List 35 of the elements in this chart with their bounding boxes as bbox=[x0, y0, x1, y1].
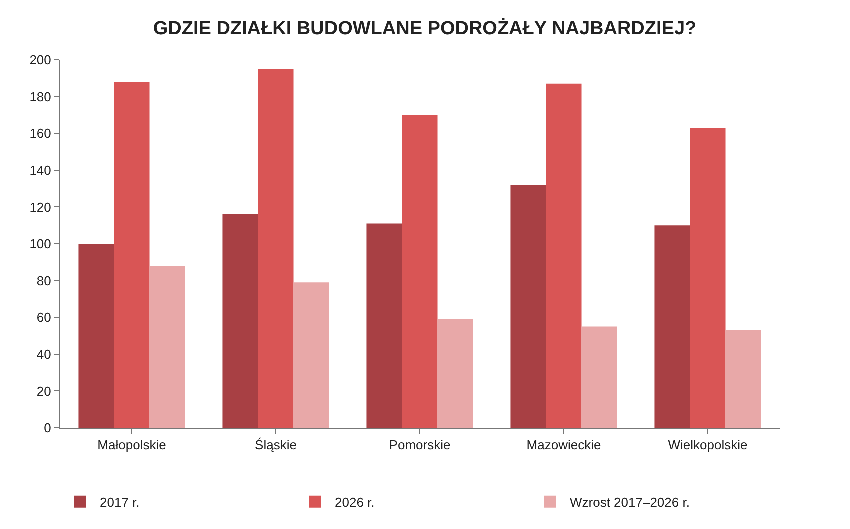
y-tick-label: 100 bbox=[30, 236, 52, 252]
chart-title: GDZIE DZIAŁKI BUDOWLANE PODROŻAŁY NAJBARDZIEJ? bbox=[153, 17, 697, 40]
x-tick-label: Mazowieckie bbox=[526, 438, 602, 453]
legend-label: 2017 r. bbox=[100, 494, 140, 510]
x-tick-label: Małopolskie bbox=[98, 438, 166, 453]
y-tick-label: 200 bbox=[30, 52, 52, 68]
legend-label: Wzrost 2017–2026 r. bbox=[570, 494, 690, 510]
bar bbox=[402, 115, 438, 428]
bar bbox=[726, 330, 762, 428]
legend-label: 2026 r. bbox=[335, 494, 375, 510]
x-tick-label: Pomorskie bbox=[389, 438, 451, 453]
bar bbox=[114, 82, 150, 428]
bar bbox=[690, 128, 726, 428]
bar bbox=[438, 319, 474, 428]
y-tick-label: 140 bbox=[30, 162, 52, 178]
bar bbox=[258, 69, 294, 428]
y-tick-label: 120 bbox=[30, 200, 52, 215]
y-tick-label: 80 bbox=[36, 273, 52, 288]
x-tick-label: Śląskie bbox=[255, 438, 297, 453]
bar bbox=[78, 244, 114, 428]
y-tick-label: 0 bbox=[44, 420, 52, 436]
bar bbox=[294, 282, 330, 428]
bar bbox=[654, 226, 690, 428]
y-tick-label: 180 bbox=[30, 89, 52, 104]
y-tick-label: 60 bbox=[36, 310, 52, 326]
bar bbox=[150, 266, 186, 428]
bar bbox=[582, 326, 618, 428]
y-tick-label: 160 bbox=[30, 126, 52, 142]
y-tick-label: 20 bbox=[36, 384, 52, 399]
y-tick-label: 40 bbox=[36, 346, 52, 362]
bar bbox=[222, 214, 258, 428]
x-tick-label: Wielkopolskie bbox=[668, 438, 748, 453]
bar bbox=[366, 224, 402, 428]
bar bbox=[546, 84, 582, 428]
bar bbox=[510, 185, 546, 428]
